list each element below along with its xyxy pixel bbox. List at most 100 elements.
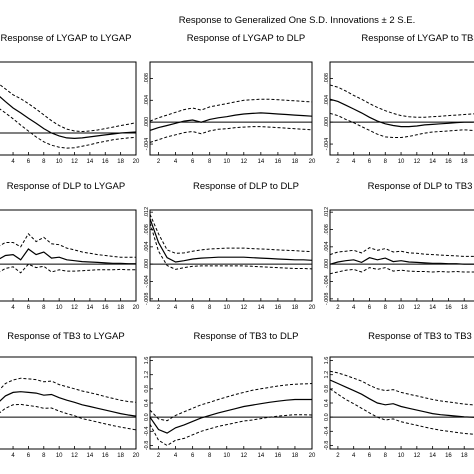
panel-title: Response of TB3 to LYGAP	[7, 331, 124, 342]
irf-panel: Response of TB3 to LYGAP2468101214161820	[0, 331, 140, 459]
y-tick-label: -.004	[324, 138, 330, 151]
x-tick-label: 2	[157, 305, 161, 311]
panel-frame	[329, 61, 474, 156]
x-tick-label: 2	[336, 305, 340, 311]
x-tick-label: 8	[384, 159, 388, 165]
x-tick-label: 4	[11, 159, 15, 165]
x-tick-label: 18	[117, 305, 124, 311]
y-tick-label: .012	[324, 207, 330, 218]
y-tick-label: .004	[144, 241, 150, 252]
y-tick-label: 0.8	[144, 385, 150, 393]
x-tick-label: 14	[87, 159, 94, 165]
x-tick-label: 2	[157, 159, 161, 165]
y-tick-label: -0.4	[144, 427, 150, 436]
confidence-band-line	[330, 370, 474, 406]
panel-title: Response of LYGAP to TB3	[361, 33, 474, 44]
confidence-band-line	[150, 214, 312, 254]
y-tick-label: -.004	[324, 275, 330, 288]
x-tick-label: 10	[56, 305, 63, 311]
x-tick-label: 4	[352, 159, 356, 165]
confidence-band-line	[150, 222, 312, 270]
confidence-band-line	[330, 267, 474, 275]
panel-frame	[149, 61, 313, 156]
x-tick-label: 16	[275, 453, 282, 459]
confidence-band-line	[330, 112, 474, 138]
x-tick-label: 4	[174, 305, 178, 311]
y-tick-label: 0.4	[324, 399, 330, 407]
x-tick-label: 10	[56, 159, 63, 165]
x-tick-label: 2	[336, 159, 340, 165]
y-tick-label: 1.2	[144, 371, 150, 379]
y-tick-label: -0.8	[144, 441, 150, 450]
panel-title: Response of TB3 to DLP	[194, 331, 299, 342]
panel-title: Response of LYGAP to DLP	[187, 33, 305, 44]
x-tick-label: 14	[429, 159, 436, 165]
x-tick-label: 20	[133, 453, 140, 459]
x-tick-label: 4	[11, 453, 15, 459]
x-tick-label: 14	[429, 453, 436, 459]
x-tick-label: 12	[413, 453, 420, 459]
y-tick-label: .000	[324, 259, 330, 270]
x-tick-label: 20	[309, 159, 316, 165]
panels-grid: Response of LYGAP to LYGAP 2 4 6 8 10 12 14 16 18…	[0, 33, 474, 459]
y-tick-label: .012	[144, 207, 150, 218]
figure-title: Response to Generalized One S.D. Innovat…	[179, 15, 416, 26]
x-tick-label: 20	[309, 453, 316, 459]
x-tick-label: 6	[27, 159, 31, 165]
y-tick-label: -.008	[324, 293, 330, 306]
x-tick-label: 14	[429, 305, 436, 311]
x-tick-label: 18	[292, 159, 299, 165]
x-tick-label: 10	[398, 159, 405, 165]
y-tick-label: -.004	[144, 138, 150, 151]
confidence-band-line	[330, 247, 474, 257]
x-tick-label: 6	[191, 453, 195, 459]
x-tick-label: 18	[292, 305, 299, 311]
confidence-band-line	[0, 377, 136, 403]
y-tick-label: -.004	[144, 275, 150, 288]
x-tick-label: 8	[42, 453, 46, 459]
x-tick-label: 18	[117, 453, 124, 459]
panel-title: Response of DLP to LYGAP	[7, 181, 125, 192]
x-tick-label: 2	[157, 453, 161, 459]
y-tick-label: -0.8	[324, 441, 330, 450]
x-tick-label: 16	[445, 453, 452, 459]
y-tick-label: 0.8	[324, 385, 330, 393]
response-line	[0, 391, 136, 417]
x-tick-label: 8	[208, 159, 212, 165]
panel-title: Response of DLP to DLP	[193, 181, 299, 192]
x-tick-label: 20	[133, 305, 140, 311]
x-tick-label: 8	[42, 159, 46, 165]
x-tick-label: 8	[384, 453, 388, 459]
panel-frame	[149, 356, 313, 450]
x-tick-label: 16	[102, 453, 109, 459]
x-tick-label: 12	[413, 159, 420, 165]
y-tick-label: .004	[324, 241, 330, 252]
confidence-band-line	[150, 414, 312, 447]
y-tick-label: 0.0	[324, 413, 330, 421]
x-tick-label: 16	[445, 305, 452, 311]
x-tick-label: 10	[398, 453, 405, 459]
x-tick-label: 8	[208, 305, 212, 311]
response-line	[330, 379, 474, 418]
x-tick-label: 18	[461, 453, 468, 459]
x-tick-label: 18	[117, 159, 124, 165]
y-tick-label: -.008	[144, 293, 150, 306]
y-tick-label: 1.2	[324, 371, 330, 379]
x-tick-label: 10	[56, 453, 63, 459]
x-tick-label: 12	[71, 305, 78, 311]
x-tick-label: 4	[352, 305, 356, 311]
y-tick-label: .008	[144, 73, 150, 84]
x-tick-label: 8	[208, 453, 212, 459]
confidence-band-line	[150, 383, 312, 422]
irf-panel: Response of TB3 to DLP -0.8 -0.4 0.0 0.4 0.8 1…	[144, 331, 316, 459]
panel-frame	[0, 61, 137, 156]
y-tick-label: .008	[324, 73, 330, 84]
x-tick-label: 6	[27, 453, 31, 459]
confidence-band-line	[150, 98, 312, 122]
response-line	[150, 112, 312, 131]
response-line	[330, 257, 474, 265]
irf-panel: Response of LYGAP to TB3 -.004 .000 .004 .00…	[324, 33, 474, 165]
y-tick-label: .008	[324, 224, 330, 235]
y-tick-label: .000	[144, 117, 150, 128]
